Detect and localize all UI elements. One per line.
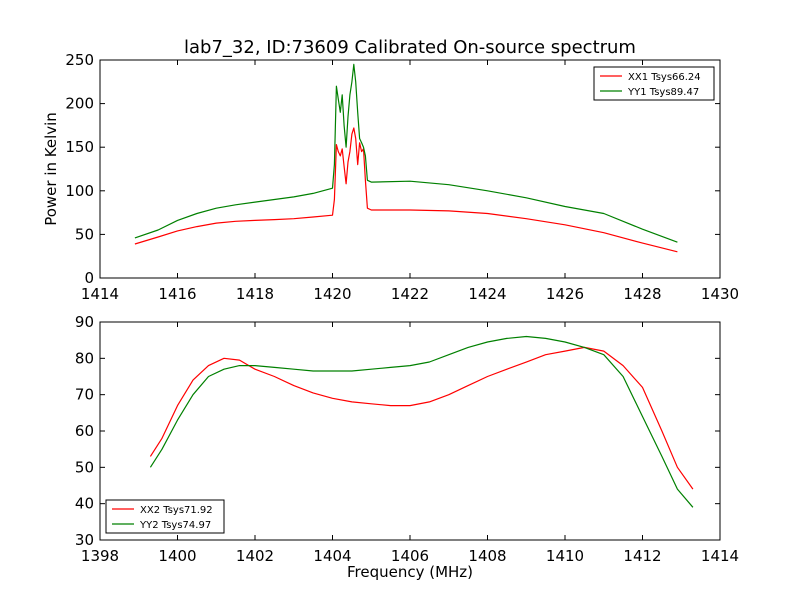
series-line-1-2 <box>134 63 678 243</box>
series-line-2-1 <box>149 346 694 490</box>
y-tick-label: 80 <box>75 349 94 367</box>
x-tick-label: 1424 <box>468 285 506 303</box>
x-tick-label: 1408 <box>468 547 506 565</box>
x-tick-label: 1422 <box>391 285 429 303</box>
x-tick-label: 1402 <box>236 547 274 565</box>
x-tick-label: 1428 <box>623 285 661 303</box>
series-line-2-2 <box>149 335 694 508</box>
x-tick-label: 1410 <box>546 547 584 565</box>
y-tick-label: 200 <box>65 95 94 113</box>
y-tick-label: 0 <box>84 269 94 287</box>
x-axis-label: Frequency (MHz) <box>347 563 473 581</box>
x-tick-label: 1418 <box>236 285 274 303</box>
x-tick-label: 1406 <box>391 547 429 565</box>
x-tick-label: 1414 <box>701 547 739 565</box>
y-tick-label: 100 <box>65 182 94 200</box>
y-tick-label: 90 <box>75 313 94 331</box>
y-tick-label: 30 <box>75 531 94 549</box>
legend-entry: YY2 Tsys74.97 <box>139 520 211 531</box>
x-tick-label: 1426 <box>546 285 584 303</box>
y-axis-label: Power in Kelvin <box>42 112 60 226</box>
y-tick-label: 70 <box>75 386 94 404</box>
figure-title: lab7_32, ID:73609 Calibrated On-source s… <box>184 37 636 58</box>
y-tick-label: 50 <box>75 458 94 476</box>
y-tick-label: 40 <box>75 495 94 513</box>
y-tick-label: 150 <box>65 138 94 156</box>
legend-box <box>105 499 225 534</box>
x-tick-label: 1412 <box>623 547 661 565</box>
x-tick-label: 1400 <box>158 547 196 565</box>
y-tick-label: 50 <box>75 225 94 243</box>
legend-entry: YY1 Tsys89.47 <box>627 87 699 98</box>
y-tick-label: 250 <box>65 51 94 69</box>
x-tick-label: 1416 <box>158 285 196 303</box>
x-tick-label: 1420 <box>313 285 351 303</box>
legend-box <box>593 66 715 101</box>
spectrum-panel-bottom: 1398 1400 1402 1404 1406 1408 1410 1412 1414 30 40… <box>75 313 739 581</box>
x-tick-label: 1430 <box>701 285 739 303</box>
x-tick-label: 1414 <box>81 285 119 303</box>
x-tick-label: 1404 <box>313 547 351 565</box>
legend-entry: XX1 Tsys66.24 <box>628 72 701 83</box>
x-tick-label: 1398 <box>81 547 119 565</box>
spectrum-panel-top: 1414 1416 1418 1420 1422 1424 1426 1428 1430 0 50 1… <box>42 51 739 303</box>
series-line-1-1 <box>134 127 678 253</box>
legend-entry: XX2 Tsys71.92 <box>140 505 213 516</box>
y-tick-label: 60 <box>75 422 94 440</box>
